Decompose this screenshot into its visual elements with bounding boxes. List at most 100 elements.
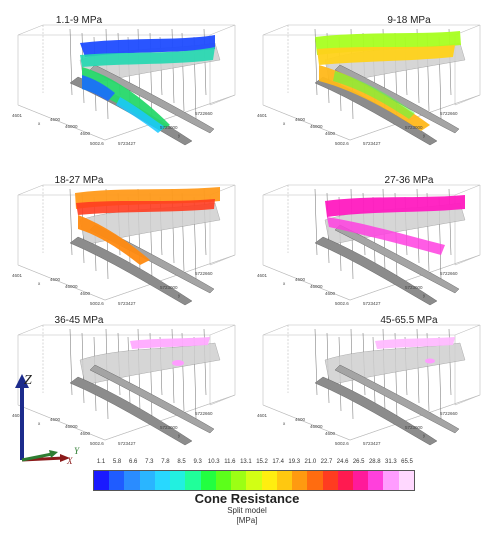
tick-label: y [178, 433, 181, 438]
scale-tick-label: 15.2 [256, 459, 268, 465]
color-bar-segment [246, 471, 262, 490]
tick-label: 4600 [325, 431, 336, 436]
box-frame [262, 324, 481, 441]
color-bar-segment [124, 471, 140, 490]
tick-label: 5723000 [405, 285, 423, 290]
tick-label: 5723427 [363, 141, 381, 146]
tick-label: 4600 [50, 117, 61, 122]
model-panel: 4601 x 4600 46000 4600 5002.6 5723427 57… [255, 165, 493, 325]
scale-tick-label: 31.3 [385, 459, 397, 465]
color-bar-segment [231, 471, 247, 490]
resistance-isosurface [80, 35, 215, 133]
z-arrowhead [15, 374, 29, 388]
resistance-isosurface [75, 187, 220, 265]
x-label: X [66, 456, 73, 466]
resistance-isosurface [130, 337, 210, 366]
tick-label: 4600 [325, 291, 336, 296]
scale-tick-label: 22.7 [320, 459, 333, 465]
tick-label: 5723000 [160, 285, 178, 290]
tick-label: 5723000 [405, 125, 423, 130]
tick-label: y [178, 133, 181, 138]
color-bar-segment [139, 471, 155, 490]
color-bar-segment [383, 471, 399, 490]
color-bar-segment [94, 471, 110, 490]
color-bar-segment [154, 471, 171, 490]
tick-label: 5002.6 [90, 141, 104, 146]
box-frame [262, 184, 481, 301]
tick-label: 5722660 [195, 411, 213, 416]
legend-unit: [MPa] [236, 516, 258, 525]
block-diagram: 4601 x 4600 46000 4600 5002.6 5723427 57… [12, 324, 236, 446]
color-bar-segment [352, 471, 369, 490]
tick-label: 5723427 [118, 441, 136, 446]
color-bar-segment [276, 471, 293, 490]
tick-label: 5002.6 [335, 441, 349, 446]
color-bar-segment [215, 471, 232, 490]
tick-label: 5722660 [440, 411, 458, 416]
tick-label: 4600 [80, 431, 91, 436]
tick-label: 5723000 [405, 425, 423, 430]
panel-title: 9-18 MPa [387, 15, 431, 26]
panel-title: 45-65.5 MPa [380, 315, 438, 326]
scale-tick-label: 5.8 [112, 459, 122, 465]
tick-label: 5002.6 [335, 301, 349, 306]
scale-tick-label: 13.1 [240, 459, 252, 465]
scale-tick-label: 6.6 [129, 459, 138, 465]
legend-title: Cone Resistance [194, 491, 300, 506]
scale-tick-label: 10.3 [207, 459, 220, 465]
tick-label: 4601 [12, 273, 23, 278]
tick-label: 4600 [80, 291, 91, 296]
scale-tick-label: 11.6 [224, 459, 236, 465]
tick-label: y [423, 133, 426, 138]
color-bar-segment [307, 471, 323, 490]
scale-tick-label: 1.1 [96, 459, 106, 465]
gray-mesh-surface [314, 342, 466, 446]
y-arrowhead [49, 450, 58, 458]
tick-label: 5722660 [440, 271, 458, 276]
model-panel: 4601 x 4600 46000 4600 5002.6 5723427 57… [10, 5, 248, 165]
tick-label: 5002.6 [90, 301, 104, 306]
y-axis-arrow [21, 452, 53, 462]
axis-triad: Z X Y [15, 373, 80, 466]
tick-label: 46000 [310, 424, 323, 429]
resistance-isosurface [325, 195, 465, 255]
scale-tick-label: 9.3 [193, 459, 202, 465]
scale-tick-label: 26.5 [352, 459, 365, 465]
tick-label: 4601 [257, 413, 268, 418]
box-frame [17, 324, 236, 441]
tick-label: 5723427 [118, 141, 136, 146]
panel-title: 36-45 MPa [54, 315, 104, 326]
tick-label: x [283, 421, 286, 426]
tick-label: 4601 [12, 113, 23, 118]
color-bar-segment [185, 471, 201, 490]
tick-label: x [38, 421, 41, 426]
tick-label: 5722660 [195, 271, 213, 276]
tick-label: 5722660 [440, 111, 458, 116]
legend-subtitle: Split model [227, 506, 267, 515]
tick-label: 5722660 [195, 111, 213, 116]
gray-mesh-surface [69, 342, 221, 446]
tick-label: x [283, 281, 286, 286]
resistance-isosurface [375, 337, 455, 364]
panel-title: 18-27 MPa [54, 175, 104, 186]
tick-label: 4600 [295, 417, 306, 422]
box-frame [17, 184, 236, 301]
tick-label: 5723427 [363, 301, 381, 306]
color-bar-segment [322, 471, 338, 490]
tick-label: 5002.6 [335, 141, 349, 146]
color-bar-segment [261, 471, 277, 490]
tick-label: x [283, 121, 286, 126]
model-panel: 4601 x 4600 46000 4600 5002.6 5723427 57… [10, 305, 248, 465]
tick-label: 5723427 [118, 301, 136, 306]
tick-label: 4600 [295, 117, 306, 122]
x-arrowhead [60, 454, 70, 462]
resistance-isosurface [315, 31, 461, 131]
z-label: Z [24, 373, 32, 388]
tick-label: 46000 [310, 124, 323, 129]
panel-title: 1.1-9 MPa [55, 15, 103, 26]
tick-label: 4600 [295, 277, 306, 282]
scale-tick-label: 65.5 [401, 459, 413, 465]
tick-label: 5723427 [363, 441, 381, 446]
tick-label: 4601 [257, 273, 268, 278]
tick-label: 5002.6 [90, 441, 104, 446]
